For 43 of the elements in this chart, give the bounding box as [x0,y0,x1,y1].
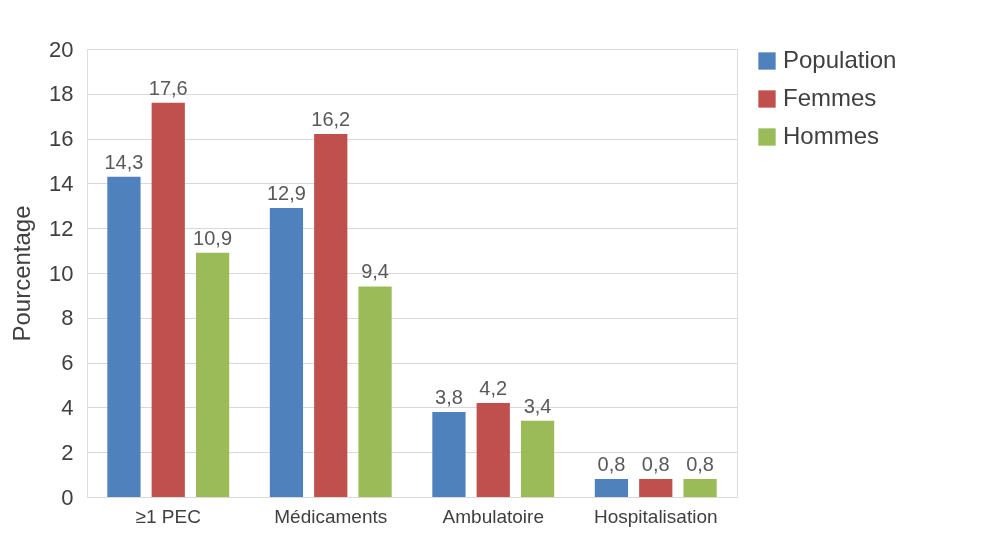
data-label: 14,3 [104,150,144,173]
bar [639,479,673,497]
data-label: 3,8 [435,385,463,408]
y-tick-label: 4 [61,394,74,420]
data-label: 16,2 [311,108,351,131]
bar [683,479,717,497]
y-tick-label: 0 [61,484,74,510]
data-label: 17,6 [148,76,188,99]
bar [151,102,185,497]
y-tick-label: 20 [49,36,74,62]
bar [476,402,510,497]
bar [432,411,466,497]
y-tick-label: 18 [49,81,74,107]
data-label: 0,8 [597,453,626,476]
bar [520,420,555,497]
x-tick-label: Ambulatoire [442,505,544,527]
y-tick-label: 2 [61,439,74,465]
bar [195,252,230,497]
data-label: 0,8 [686,453,714,476]
bar [358,286,392,497]
y-tick-label: 14 [49,170,74,196]
bar [107,176,141,497]
y-tick-label: 16 [49,126,74,152]
bar [594,479,629,497]
data-label: 12,9 [266,182,306,205]
data-label: 10,9 [193,226,233,249]
data-label: 0,8 [641,453,670,476]
data-label: 3,4 [523,394,552,417]
legend-label: Hommes [783,122,880,149]
data-label: 9,4 [361,260,389,283]
y-tick-label: 6 [61,350,74,376]
y-tick-label: 10 [49,260,74,286]
legend-label: Femmes [783,84,877,111]
y-tick-label: 8 [61,305,74,331]
x-tick-label: Médicaments [274,505,388,527]
legend-label: Population [783,46,897,73]
x-tick-label: ≥1 PEC [135,505,201,527]
y-axis-title: Pourcentage [8,205,36,342]
x-tick-label: Hospitalisation [593,505,718,527]
y-tick-label: 12 [49,215,74,241]
bar [269,208,304,497]
data-label: 4,2 [479,376,508,399]
bar [314,134,348,497]
